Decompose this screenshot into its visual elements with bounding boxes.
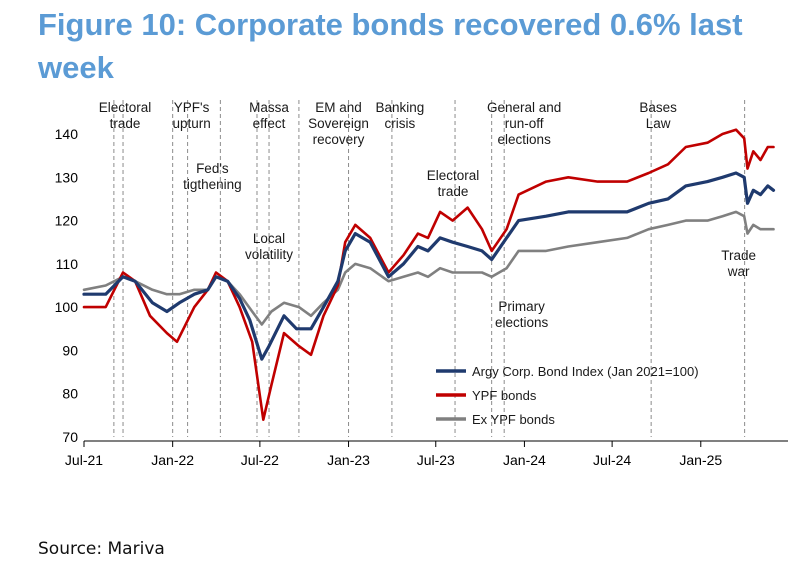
event-lines	[113, 100, 746, 437]
event-label: trade	[110, 116, 141, 131]
y-axis: 70 80 90 100 110 120 130 140	[55, 126, 79, 445]
event-label: General and	[487, 100, 561, 115]
y-tick-label: 110	[56, 256, 79, 272]
event-label: crisis	[385, 116, 416, 131]
x-tick-label: Jan-22	[151, 452, 194, 468]
legend: Argy Corp. Bond Index (Jan 2021=100) YPF …	[436, 364, 699, 427]
event-label: effect	[253, 116, 286, 131]
event-label: Electoral	[427, 168, 480, 183]
y-tick-label: 130	[55, 169, 79, 185]
x-tick-label: Jul-21	[65, 452, 103, 468]
event-label: Electoral	[99, 100, 152, 115]
event-label: YPF's	[174, 100, 210, 115]
y-tick-label: 100	[55, 299, 79, 315]
event-label: volatility	[245, 247, 293, 262]
x-tick-label: Jul-23	[417, 452, 455, 468]
event-label: Local	[253, 231, 285, 246]
figure-title: Figure 10: Corporate bonds recovered 0.6…	[38, 7, 743, 85]
event-label: upturn	[172, 116, 210, 131]
x-tick-label: Jan-25	[679, 452, 722, 468]
event-label: elections	[495, 315, 549, 330]
x-tick-label: Jan-23	[327, 452, 370, 468]
legend-label: Ex YPF bonds	[472, 412, 555, 427]
y-tick-label: 90	[62, 342, 78, 358]
event-label: EM and	[315, 100, 362, 115]
event-label: Trade	[721, 248, 756, 263]
y-tick-label: 80	[62, 386, 78, 402]
event-label: elections	[498, 132, 552, 147]
event-label: run-off	[505, 116, 544, 131]
y-tick-label: 140	[55, 126, 79, 142]
event-label: Fed's	[196, 161, 229, 176]
x-axis: Jul-21 Jan-22 Jul-22 Jan-23 Jul-23 Jan-24 Jul-…	[65, 440, 788, 468]
source-note: Source: Mariva	[38, 539, 165, 559]
legend-label: Argy Corp. Bond Index (Jan 2021=100)	[472, 364, 699, 379]
x-tick-label: Jul-24	[593, 452, 631, 468]
x-tick-label: Jan-24	[503, 452, 546, 468]
event-label: Sovereign	[308, 116, 369, 131]
event-label: recovery	[313, 132, 365, 147]
event-labels: ElectoraltradeYPF'supturnFed'stigthening…	[99, 100, 756, 330]
event-label: Banking	[376, 100, 425, 115]
event-label: trade	[438, 184, 469, 199]
plot-series	[82, 128, 776, 421]
event-label: war	[727, 264, 750, 279]
event-label: tigthening	[183, 177, 242, 192]
y-tick-label: 70	[62, 429, 78, 445]
x-tick-label: Jul-22	[241, 452, 279, 468]
event-label: Bases	[639, 100, 677, 115]
event-label: Law	[646, 116, 671, 131]
event-label: Primary	[498, 299, 545, 314]
event-label: Massa	[249, 100, 289, 115]
series-line-0	[82, 171, 776, 361]
legend-label: YPF bonds	[472, 388, 537, 403]
y-tick-label: 120	[55, 213, 79, 229]
